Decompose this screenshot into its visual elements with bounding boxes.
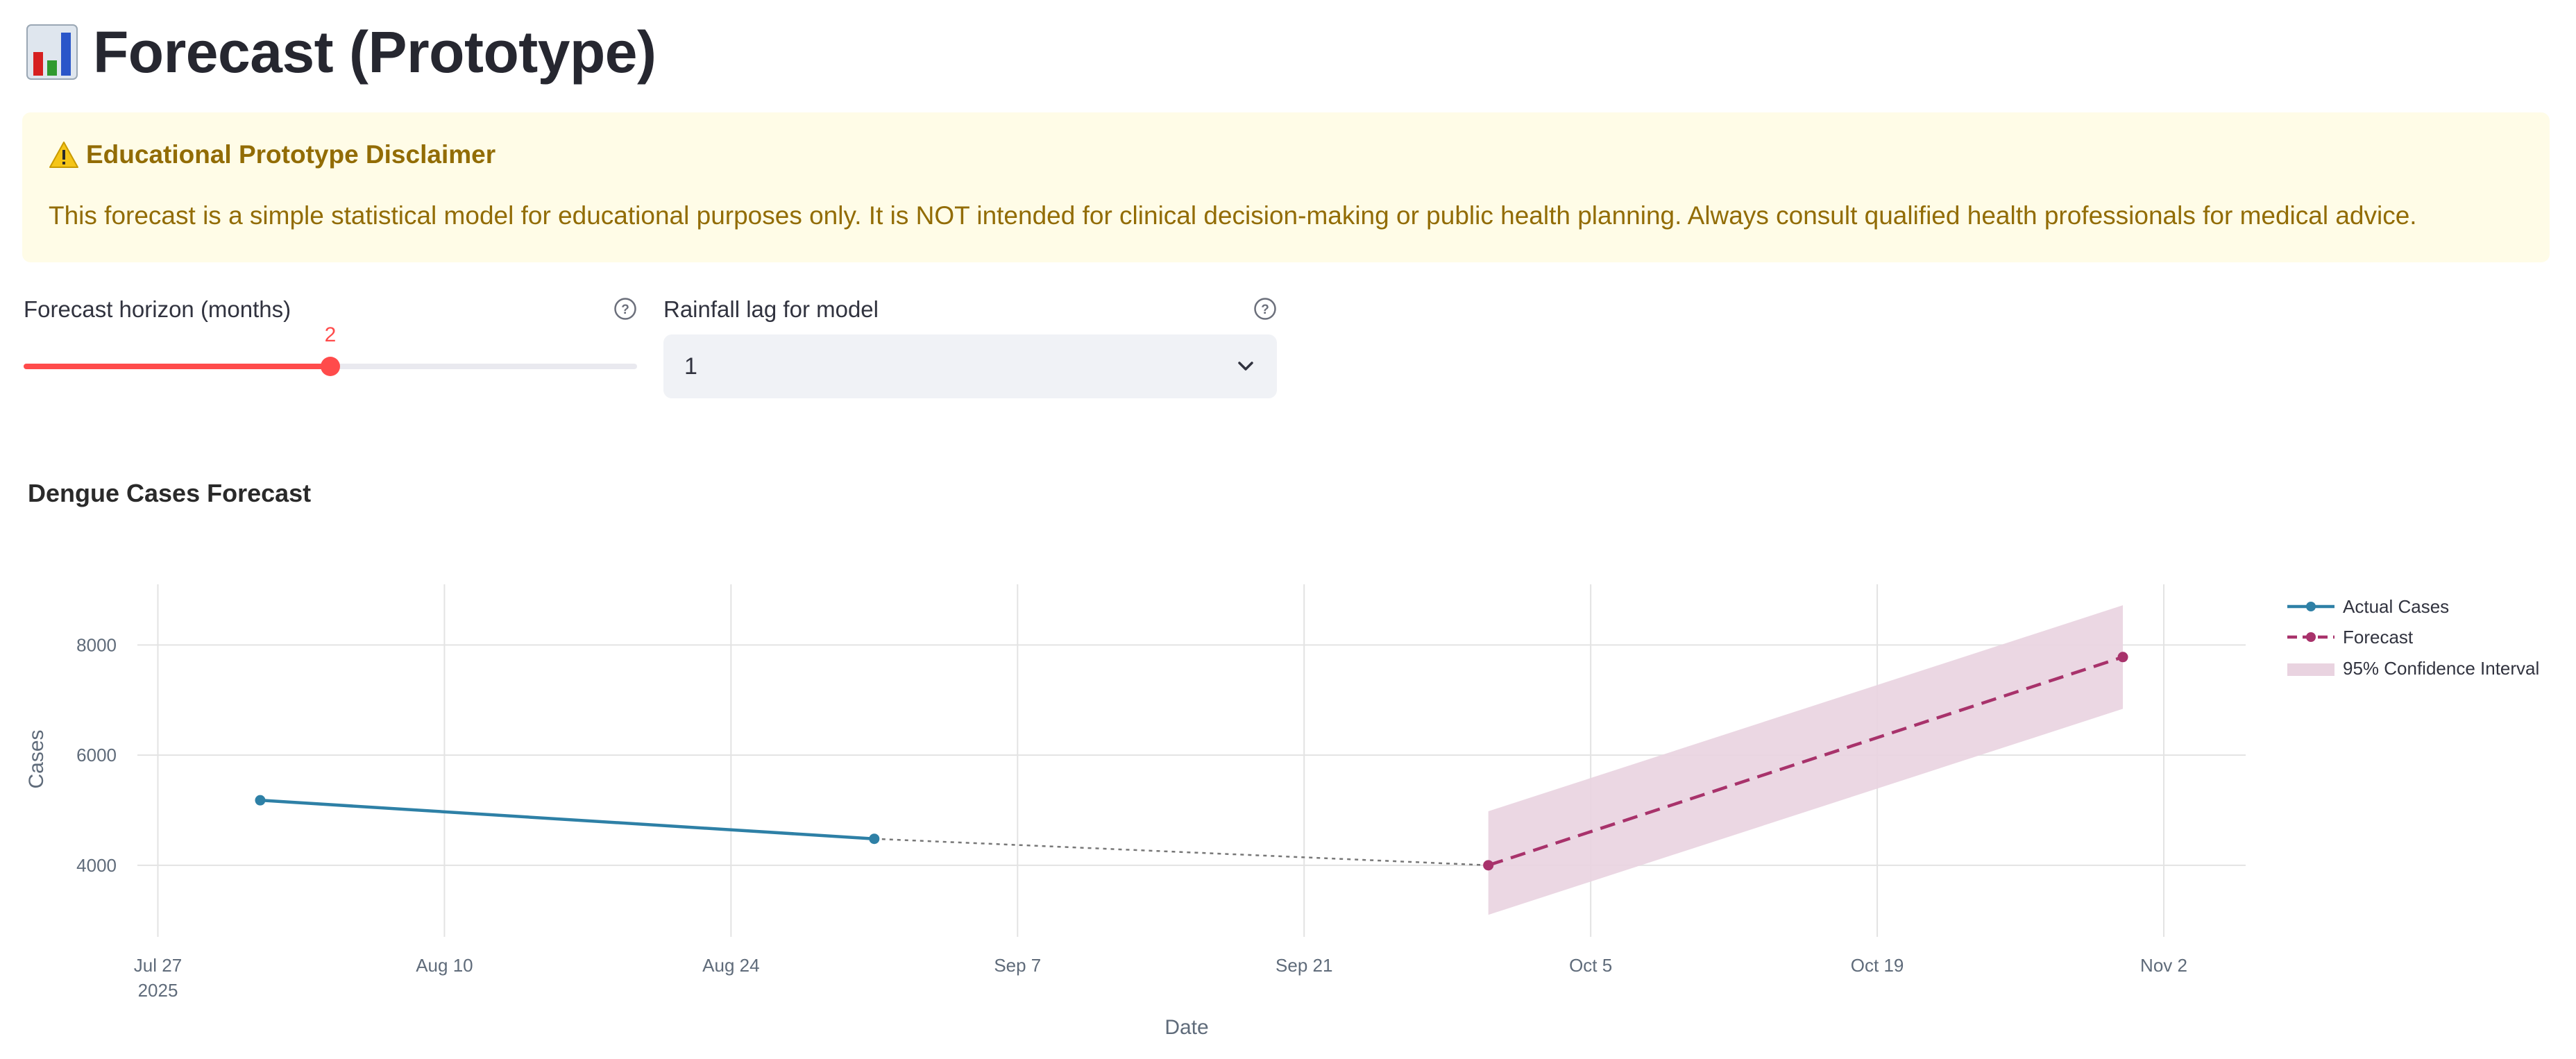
legend-ci-label: 95% Confidence Interval <box>2343 658 2539 679</box>
connector-line <box>874 838 1489 867</box>
slider-thumb[interactable] <box>321 357 340 376</box>
help-icon[interactable]: ? <box>613 297 637 321</box>
actual-cases-point <box>869 833 880 845</box>
x-tick-label: Sep 7 <box>994 955 1041 976</box>
x-tick-label: Oct 19 <box>1851 955 1904 976</box>
x-tick-label: Jul 27 <box>134 955 182 976</box>
disclaimer-header: Educational Prototype Disclaimer <box>49 140 2523 169</box>
legend-ci-swatch <box>2287 663 2334 676</box>
forecast-point <box>1483 860 1494 871</box>
forecast-line <box>1487 655 2124 867</box>
legend-actual-label: Actual Cases <box>2343 596 2449 617</box>
svg-text:?: ? <box>621 303 629 317</box>
page-header: Forecast (Prototype) <box>26 14 656 90</box>
slider-value: 2 <box>324 323 337 346</box>
x-tick-label: Aug 24 <box>702 955 759 976</box>
x-tick-label: Sep 21 <box>1276 955 1332 976</box>
forecast-point <box>2117 652 2128 663</box>
legend-forecast-marker <box>2306 632 2316 642</box>
y-axis-title: Cases <box>25 729 48 788</box>
horizon-label: Forecast horizon (months) <box>24 296 291 322</box>
disclaimer-banner: Educational Prototype Disclaimer This fo… <box>22 112 2550 262</box>
x-tick-label: Aug 10 <box>416 955 473 976</box>
legend-forecast-label: Forecast <box>2343 627 2414 647</box>
slider-fill <box>24 364 330 369</box>
legend-actual-marker <box>2306 602 2316 611</box>
x-tick-label: Oct 5 <box>1569 955 1612 976</box>
svg-text:?: ? <box>1261 303 1269 317</box>
x-axis-title: Date <box>1164 1016 1208 1039</box>
disclaimer-heading: Educational Prototype Disclaimer <box>86 140 496 169</box>
y-tick-label: 8000 <box>76 634 117 655</box>
warning-icon <box>49 142 78 168</box>
x-tick-label: Nov 2 <box>2140 955 2187 976</box>
actual-cases-point <box>255 795 266 806</box>
page-title: Forecast (Prototype) <box>93 19 656 85</box>
help-icon[interactable]: ? <box>1253 297 1277 321</box>
actual-cases-line <box>260 798 874 840</box>
y-tick-label: 4000 <box>76 855 117 876</box>
x-tick-year-label: 2025 <box>138 980 178 1001</box>
lag-select[interactable]: 1 <box>663 334 1277 398</box>
disclaimer-body: This forecast is a simple statistical mo… <box>49 201 2417 230</box>
lag-label: Rainfall lag for model <box>663 296 879 322</box>
bar-chart-emoji-icon <box>26 24 78 80</box>
horizon-slider[interactable]: 2 <box>24 323 637 376</box>
lag-select-value: 1 <box>684 353 697 380</box>
chart-title: Dengue Cases Forecast <box>28 479 312 507</box>
chevron-down-icon <box>1238 362 1253 371</box>
y-tick-label: 6000 <box>76 745 117 765</box>
